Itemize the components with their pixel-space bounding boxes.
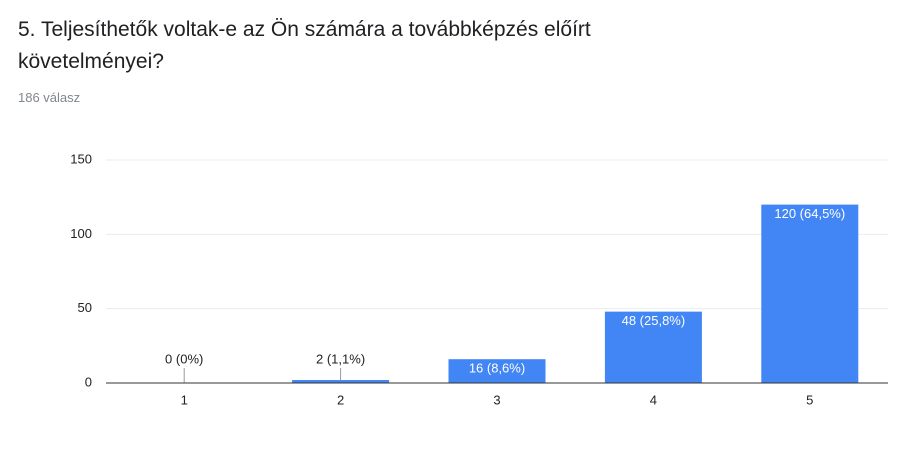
y-tick-label: 0 [85,374,92,389]
x-tick-label: 1 [181,392,188,407]
value-label: 120 (64,5%) [774,206,845,221]
bar [604,311,702,383]
y-tick-label: 150 [70,151,92,166]
x-tick-label: 2 [337,392,344,407]
bar [761,204,859,383]
value-label: 48 (25,8%) [622,313,686,328]
x-tick-label: 5 [806,392,813,407]
value-label: 16 (8,6%) [469,361,525,376]
x-tick-label: 4 [650,392,657,407]
chart-subtitle: 186 válasz [18,90,81,105]
bar [448,359,546,383]
x-tick-label: 3 [493,392,500,407]
y-tick-label: 100 [70,226,92,241]
value-label: 2 (1,1%) [316,351,365,366]
chart-title: 5. Teljesíthetők voltak-e az Ön számára … [18,18,591,73]
y-tick-label: 50 [78,300,92,315]
value-label: 0 (0%) [165,351,203,366]
bar [292,380,390,383]
